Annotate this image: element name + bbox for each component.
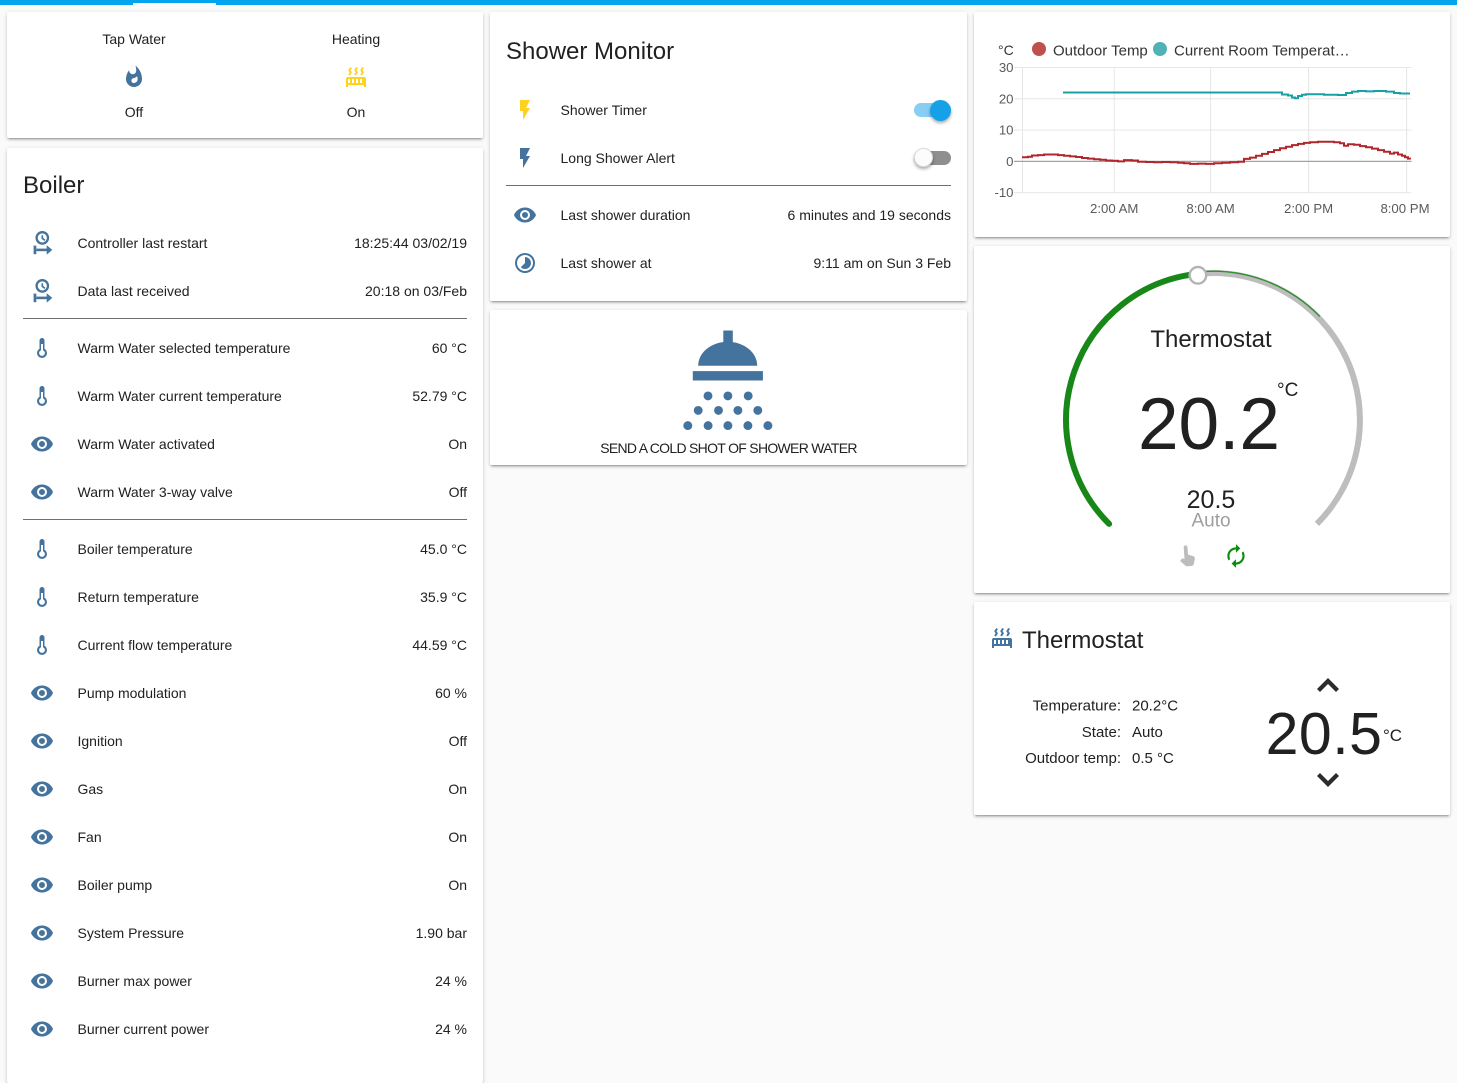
svg-text:20.5: 20.5 bbox=[1266, 701, 1383, 767]
svg-text:Outdoor Temp: Outdoor Temp bbox=[1053, 43, 1148, 60]
svg-text:Current Room Temperat…: Current Room Temperat… bbox=[1174, 43, 1350, 60]
svg-text:°C: °C bbox=[1383, 726, 1402, 745]
svg-text:8:00 PM: 8:00 PM bbox=[1380, 201, 1429, 216]
svg-text:20.5: 20.5 bbox=[1187, 486, 1236, 514]
svg-text:20: 20 bbox=[999, 91, 1014, 106]
svg-text:Auto: Auto bbox=[1191, 511, 1230, 532]
svg-text:Temperature:: Temperature: bbox=[1033, 698, 1121, 715]
svg-text:State:: State: bbox=[1082, 724, 1121, 741]
svg-text:0.5 °C: 0.5 °C bbox=[1132, 750, 1174, 767]
svg-text:Thermostat: Thermostat bbox=[1150, 326, 1272, 353]
svg-text:2:00 AM: 2:00 AM bbox=[1090, 201, 1138, 216]
svg-text:°C: °C bbox=[998, 42, 1014, 58]
svg-text:-10: -10 bbox=[994, 185, 1013, 200]
svg-text:30: 30 bbox=[999, 60, 1014, 75]
svg-text:Auto: Auto bbox=[1132, 724, 1163, 741]
svg-text:°C: °C bbox=[1277, 380, 1298, 401]
svg-text:10: 10 bbox=[999, 123, 1014, 138]
svg-text:8:00 AM: 8:00 AM bbox=[1186, 201, 1234, 216]
svg-text:Thermostat: Thermostat bbox=[1022, 627, 1144, 654]
svg-text:Outdoor temp:: Outdoor temp: bbox=[1025, 750, 1121, 767]
svg-text:0: 0 bbox=[1006, 154, 1013, 169]
svg-text:20.2: 20.2 bbox=[1138, 384, 1280, 465]
svg-text:2:00 PM: 2:00 PM bbox=[1284, 201, 1333, 216]
svg-text:20.2°C: 20.2°C bbox=[1132, 698, 1178, 715]
